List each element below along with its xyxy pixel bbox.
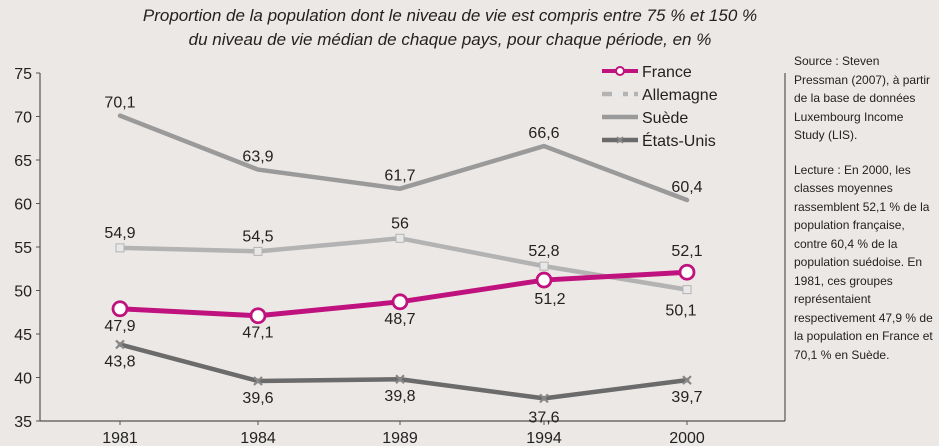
- y-tick-label: 50: [14, 284, 32, 301]
- legend-marker-allemagne: [617, 91, 623, 97]
- data-label-france: 47,9: [104, 318, 135, 335]
- data-point-allemagne: [115, 243, 125, 253]
- legend-label-france: France: [642, 64, 692, 81]
- legend-label-suede: Suède: [642, 110, 688, 127]
- y-tick-label: 75: [14, 66, 32, 83]
- data-label-suede: 66,6: [528, 125, 559, 142]
- data-label-etats-unis: 39,6: [242, 390, 273, 407]
- data-point-allemagne: [539, 261, 549, 271]
- data-label-etats-unis: 39,8: [384, 388, 415, 405]
- y-tick-label: 60: [14, 197, 32, 214]
- x-tick-label: 1981: [102, 430, 138, 446]
- data-label-suede: 63,9: [242, 149, 273, 166]
- x-tick-label: 1984: [240, 430, 276, 446]
- data-point-allemagne: [682, 285, 692, 295]
- data-point-etats-unis: [253, 376, 263, 386]
- reading-note: Lecture : En 2000, les classes moyennes …: [794, 162, 933, 362]
- data-point-allemagne: [395, 233, 405, 243]
- series-line-allemagne: [117, 236, 690, 292]
- y-tick-label: 45: [14, 327, 32, 344]
- chart-title: Proportion de la population dont le nive…: [100, 4, 800, 52]
- data-point-etats-unis: [682, 375, 692, 385]
- data-point-etats-unis: [395, 374, 405, 385]
- data-label-allemagne: 54,5: [242, 228, 273, 245]
- x-tick-label: 1994: [526, 430, 562, 446]
- data-label-allemagne: 50,1: [665, 303, 696, 320]
- data-point-france: [391, 293, 409, 311]
- data-label-etats-unis: 43,8: [104, 353, 135, 370]
- y-tick-label: 65: [14, 153, 32, 170]
- y-tick-label: 35: [14, 414, 32, 431]
- data-point-france: [111, 300, 129, 318]
- data-label-france: 47,1: [242, 325, 273, 342]
- data-label-suede: 70,1: [104, 95, 135, 112]
- legend-label-allemagne: Allemagne: [642, 87, 718, 104]
- series-line-suede: [117, 113, 690, 203]
- data-label-france: 52,1: [671, 243, 702, 260]
- data-point-france: [535, 271, 553, 289]
- source-note: Source : Steven Pressman (2007), à parti…: [794, 54, 931, 142]
- legend-label-etats-unis: États-Unis: [642, 131, 716, 150]
- data-label-allemagne: 56: [391, 215, 409, 232]
- chart-title-line-1: Proportion de la population dont le nive…: [142, 6, 758, 25]
- legend-marker-france: [615, 66, 625, 76]
- chart-title-line-2: du niveau de vie médian de chaque pays, …: [188, 30, 712, 49]
- x-tick-label: 1989: [382, 430, 418, 446]
- data-label-etats-unis: 37,6: [528, 409, 559, 426]
- data-point-allemagne: [253, 246, 263, 256]
- data-label-suede: 61,7: [384, 168, 415, 185]
- x-tick-label: 2000: [669, 430, 705, 446]
- data-point-france: [678, 263, 696, 281]
- legend-marker-etats-unis: [616, 136, 624, 144]
- data-label-france: 48,7: [384, 311, 415, 328]
- data-label-allemagne: 52,8: [528, 243, 559, 260]
- data-label-france: 51,2: [534, 291, 565, 308]
- y-tick-label: 40: [14, 371, 32, 388]
- data-label-etats-unis: 39,7: [671, 389, 702, 406]
- data-point-france: [249, 307, 267, 325]
- data-label-suede: 60,4: [671, 179, 702, 196]
- y-tick-label: 70: [14, 110, 32, 127]
- side-note: Source : Steven Pressman (2007), à parti…: [794, 52, 934, 380]
- data-label-allemagne: 54,9: [104, 225, 135, 242]
- y-tick-label: 55: [14, 240, 32, 257]
- data-point-etats-unis: [115, 339, 125, 350]
- data-point-etats-unis: [539, 393, 549, 404]
